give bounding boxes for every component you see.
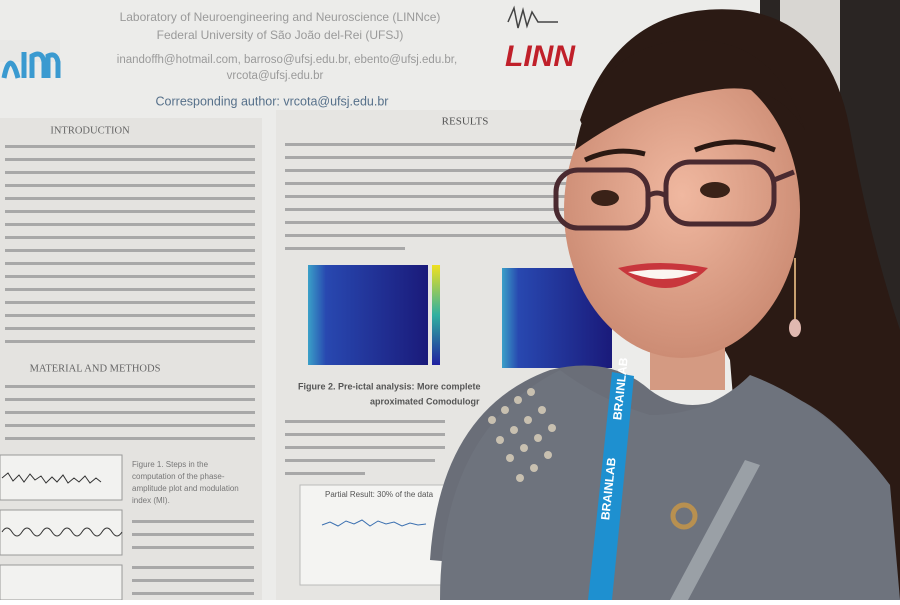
face [564,62,800,358]
person: BRAINLAB BRAINLAB [430,9,900,605]
body-text-lines [5,143,575,595]
section-heading: INTRODUCTION [50,125,130,136]
heatmap [308,265,428,365]
glasses [553,167,651,231]
eye [591,190,619,206]
eyebrows [583,139,776,163]
chart-title: Partial Result: 30% of the data [325,490,434,499]
lanyard [588,372,634,600]
glasses [663,159,777,227]
second-lanyard [670,460,760,600]
university: Federal University of São João del-Rei (… [157,28,404,42]
beads [488,388,556,482]
eye [700,182,730,198]
figure-caption: aproximated Comodulogr [370,396,480,406]
lanyard-text: BRAINLAB [610,357,631,421]
corresponding-author: Corresponding author: vrcota@ufsj.edu.br [156,94,389,108]
figure-caption: Figure 1. Steps in the [132,460,209,469]
colorbar [432,265,440,365]
glasses-bridge [646,169,795,199]
result-chart [299,484,451,586]
figure-caption: computation of the phase- [132,472,225,481]
figure-caption: amplitude plot and modulation [132,484,239,493]
emails: vrcota@ufsj.edu.br [227,70,324,82]
aim-logo [1,51,61,79]
aim-logo [0,40,60,62]
logo-wave [507,5,558,29]
result-line [321,519,427,527]
lanyard-text: BRAINLAB [598,457,619,521]
teeth [628,269,698,279]
figure-caption: index (MI). [132,496,170,505]
section-heading: RESULTS [442,116,489,128]
logo: LINN [505,40,576,73]
button [670,502,698,530]
section-heading: MATERIAL AND METHODS [30,363,161,374]
signal-plots [0,454,123,601]
earring [789,319,801,337]
lab-name: Laboratory of Neuroengineering and Neuro… [120,10,441,24]
figure-caption: Figure 2. Pre-ictal analysis: More compl… [298,381,481,391]
hair-fringe [575,40,805,150]
emails: inandoffh@hotmail.com, barroso@ufsj.edu.… [117,54,457,66]
